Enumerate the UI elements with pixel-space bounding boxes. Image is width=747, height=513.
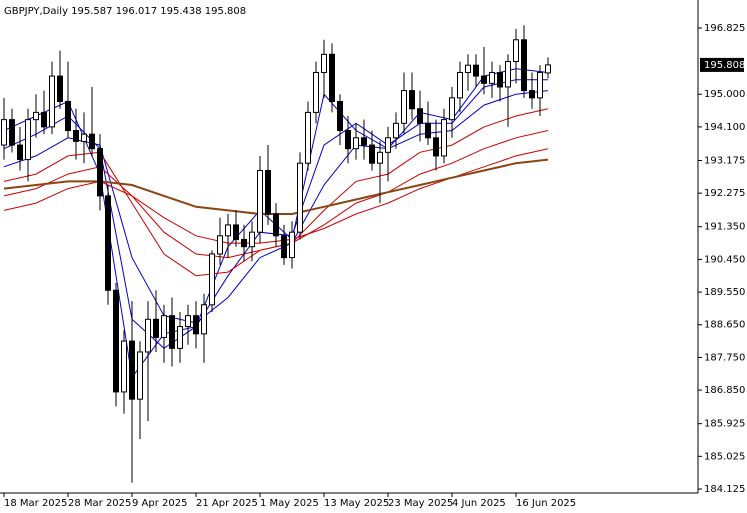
candle-body	[489, 71, 495, 84]
candle-body	[89, 133, 95, 150]
candle-body	[129, 340, 135, 400]
x-tick-label: 23 May 2025	[388, 498, 453, 509]
candle-body	[233, 224, 239, 240]
candle-body	[537, 71, 543, 99]
candle-body	[209, 253, 215, 306]
y-tick-label: 189.550	[704, 287, 745, 298]
candle-body	[337, 100, 343, 132]
y-tick-label: 192.275	[704, 188, 745, 199]
candle-body	[473, 64, 479, 77]
plot-area	[0, 0, 698, 493]
candle-body	[153, 318, 159, 338]
candle-body	[521, 39, 527, 92]
candle-body	[297, 162, 303, 233]
candle-body	[545, 64, 551, 74]
candle-body	[497, 71, 503, 88]
x-tick-label: 1 May 2025	[260, 498, 319, 509]
y-tick-label: 187.750	[704, 352, 745, 363]
candle-body	[329, 53, 335, 102]
candle-body	[249, 231, 255, 248]
candle-body	[265, 169, 271, 215]
candle-body	[305, 111, 311, 164]
y-tick-label: 195.000	[704, 89, 745, 100]
y-tick-label: 186.850	[704, 385, 745, 396]
candle-body	[401, 90, 407, 124]
candle-body	[105, 195, 111, 291]
y-tick-label: 194.100	[704, 122, 745, 133]
last-price-label: 195.808	[704, 60, 745, 71]
y-tick-label: 193.175	[704, 155, 745, 166]
last-price-box	[700, 57, 744, 72]
candle-body	[409, 90, 415, 110]
y-tick-label: 185.025	[704, 451, 745, 462]
y-tick-label: 188.650	[704, 320, 745, 331]
candle-body	[385, 137, 391, 153]
candle-body	[513, 39, 519, 63]
candle-body	[25, 119, 31, 161]
y-tick-label: 190.450	[704, 254, 745, 265]
candle-body	[41, 111, 47, 128]
x-tick-label: 13 May 2025	[324, 498, 389, 509]
candle-body	[465, 64, 471, 73]
candle-body	[97, 148, 103, 197]
candle-body	[193, 315, 199, 335]
candle-body	[417, 108, 423, 124]
candle-body	[289, 231, 295, 259]
candle-body	[217, 235, 223, 255]
y-tick-label: 191.350	[704, 222, 745, 233]
candle-body	[273, 213, 279, 237]
candle-body	[393, 122, 399, 139]
candle-body	[433, 137, 439, 157]
candle-body	[49, 75, 55, 128]
x-tick-label: 4 Jun 2025	[452, 498, 506, 509]
candle-body	[361, 137, 367, 146]
candle-body	[321, 53, 327, 73]
candle-body	[145, 318, 151, 353]
candle-body	[449, 97, 455, 121]
candle-body	[505, 61, 511, 88]
candle-body	[441, 119, 447, 157]
candle-body	[369, 144, 375, 164]
chart-title: GBPJPY,Daily 195.587 196.017 195.438 195…	[4, 6, 246, 17]
candle-body	[169, 315, 175, 349]
candle-body	[113, 289, 119, 393]
candle-body	[1, 119, 7, 146]
candle-body	[185, 315, 191, 328]
candle-body	[137, 351, 143, 400]
candle-body	[33, 111, 39, 121]
candle-body	[313, 71, 319, 113]
candle-body	[161, 315, 167, 338]
x-tick-label: 28 Mar 2025	[68, 498, 131, 509]
candle-body	[73, 130, 79, 142]
candle-body	[121, 340, 127, 393]
x-tick-label: 16 Jun 2025	[516, 498, 576, 509]
candle-body	[481, 75, 487, 84]
candle-body	[65, 100, 71, 132]
candle-body	[9, 119, 15, 146]
candle-body	[17, 144, 23, 161]
candle-body	[353, 137, 359, 150]
candle-body	[281, 235, 287, 259]
candle-body	[177, 326, 183, 349]
y-tick-label: 185.925	[704, 419, 745, 430]
y-tick-label: 184.125	[704, 484, 745, 495]
candle-body	[457, 71, 463, 99]
candle-body	[257, 169, 263, 233]
candle-body	[241, 238, 247, 248]
candle-body	[529, 90, 535, 99]
moving-average	[3, 130, 549, 259]
y-tick-label: 196.825	[704, 23, 745, 34]
candle-body	[345, 130, 351, 150]
x-tick-label: 9 Apr 2025	[132, 498, 187, 509]
candle-body	[425, 122, 431, 139]
x-tick-label: 21 Apr 2025	[196, 498, 258, 509]
x-tick-label: 18 Mar 2025	[4, 498, 67, 509]
candle-body	[201, 304, 207, 335]
candle-body	[225, 224, 231, 237]
candle-body	[81, 133, 87, 142]
candle-body	[57, 75, 63, 102]
candle-body	[377, 151, 383, 164]
